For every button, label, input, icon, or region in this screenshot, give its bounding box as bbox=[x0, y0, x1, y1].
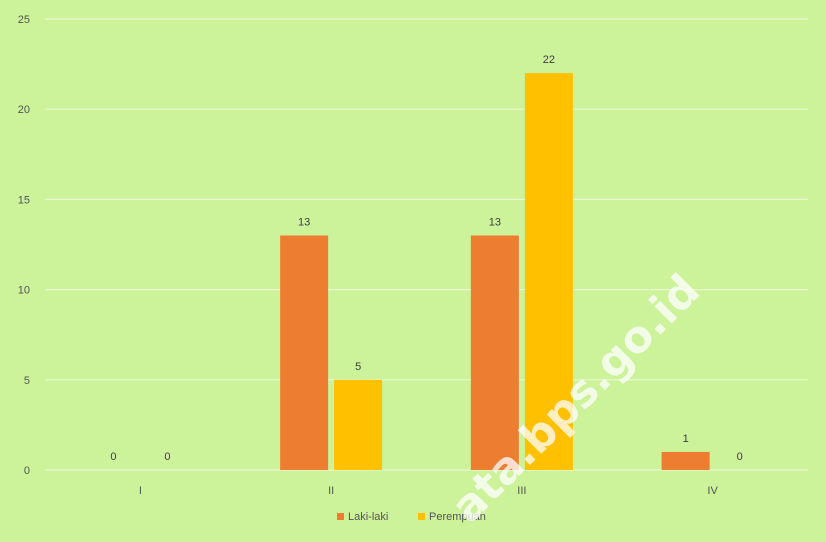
data-label: 22 bbox=[543, 54, 555, 66]
y-tick-label: 10 bbox=[18, 285, 30, 297]
data-label: 0 bbox=[164, 451, 170, 463]
data-label: 5 bbox=[355, 361, 361, 373]
y-tick-label: 25 bbox=[18, 14, 30, 26]
bar bbox=[334, 379, 383, 470]
x-axis-tick-labels: I II III IV bbox=[139, 485, 719, 497]
data-label: 13 bbox=[298, 216, 310, 228]
legend-swatch bbox=[418, 513, 425, 520]
legend: Laki-laki Perempuan bbox=[337, 511, 486, 523]
data-label: 0 bbox=[110, 451, 116, 463]
y-tick-label: 20 bbox=[18, 104, 30, 116]
legend-label: Laki-laki bbox=[348, 511, 388, 523]
bars bbox=[280, 73, 710, 471]
gridlines bbox=[45, 18, 808, 471]
x-tick-label: I bbox=[139, 485, 142, 497]
y-axis-tick-labels: 0 5 10 15 20 25 bbox=[18, 14, 30, 477]
x-tick-label: IV bbox=[707, 485, 718, 497]
bar bbox=[280, 235, 329, 470]
legend-swatch bbox=[337, 513, 344, 520]
y-tick-label: 0 bbox=[24, 465, 30, 477]
data-labels: 0 0 13 5 13 22 1 0 bbox=[110, 54, 742, 463]
y-tick-label: 5 bbox=[24, 375, 30, 387]
legend-label: Perempuan bbox=[429, 511, 486, 523]
x-tick-label: II bbox=[328, 485, 334, 497]
bar bbox=[524, 73, 573, 471]
y-tick-label: 15 bbox=[18, 194, 30, 206]
data-label: 13 bbox=[489, 216, 501, 228]
bar bbox=[470, 235, 519, 470]
x-tick-label: III bbox=[517, 485, 526, 497]
data-label: 1 bbox=[683, 433, 689, 445]
bar bbox=[661, 451, 710, 470]
data-label: 0 bbox=[737, 451, 743, 463]
